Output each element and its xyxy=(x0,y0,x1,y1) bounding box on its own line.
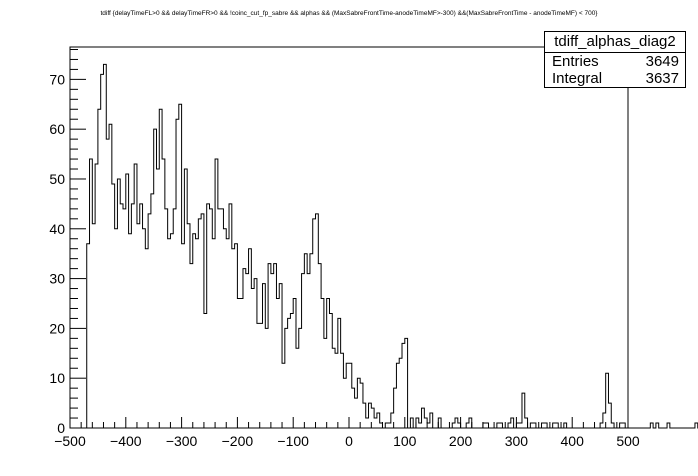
x-tick-label: 300 xyxy=(505,433,529,449)
stats-integral-value: 3637 xyxy=(645,70,679,87)
y-axis: 0 10 20 30 40 50 60 70 xyxy=(49,48,86,436)
plot-frame-rect xyxy=(69,46,629,429)
x-tick-label: −100 xyxy=(277,433,309,449)
y-tick-label: 0 xyxy=(57,420,65,436)
x-tick-label: 500 xyxy=(616,433,640,449)
x-tick-label: 200 xyxy=(449,433,473,449)
y-tick-label: 20 xyxy=(49,320,65,336)
y-tick-label: 50 xyxy=(49,171,65,187)
stats-integral-row: Integral 3637 xyxy=(545,70,685,87)
y-tick-label: 70 xyxy=(49,71,65,87)
x-axis: −500 −400 −300 −200 −100 0 100 200 300 400 500 xyxy=(54,417,640,449)
histogram-bins xyxy=(70,63,698,429)
y-tick-label: 30 xyxy=(49,271,65,287)
histogram-line xyxy=(70,63,698,429)
stats-entries-label: Entries xyxy=(552,53,599,70)
stats-entries-row: Entries 3649 xyxy=(545,53,685,70)
x-tick-label: 100 xyxy=(393,433,417,449)
stats-entries-value: 3649 xyxy=(645,53,679,70)
x-tick-label: 400 xyxy=(561,433,585,449)
y-tick-label: 10 xyxy=(49,370,65,386)
y-tick-label: 40 xyxy=(49,221,65,237)
stats-histogram-name: tdiff_alphas_diag2 xyxy=(545,32,685,53)
chart-title: tdiff {delayTimeFL>0 && delayTimeFR>0 &&… xyxy=(100,10,598,17)
x-tick-label: −300 xyxy=(166,433,198,449)
stats-box: tdiff_alphas_diag2 Entries 3649 Integral… xyxy=(544,31,686,88)
plot-frame xyxy=(69,46,629,429)
y-tick-label: 60 xyxy=(49,121,65,137)
x-tick-label: −200 xyxy=(222,433,254,449)
x-tick-label: −400 xyxy=(110,433,142,449)
stats-integral-label: Integral xyxy=(552,70,603,87)
x-tick-label: 0 xyxy=(345,433,353,449)
x-tick-label: −500 xyxy=(54,433,86,449)
